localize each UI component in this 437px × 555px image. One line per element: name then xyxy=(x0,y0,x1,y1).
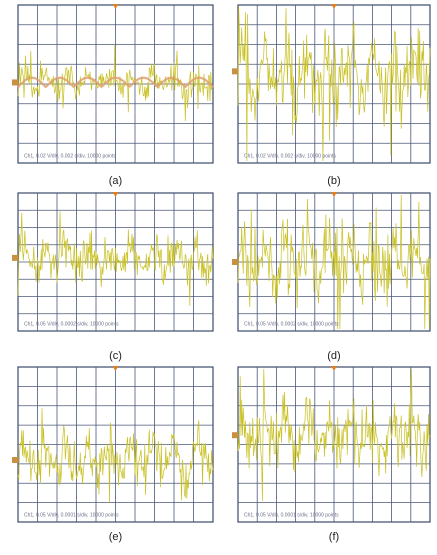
waveform xyxy=(17,408,214,503)
scope-info: Ch1, 0.02 V/div, 0.002 s/div, 10000 poin… xyxy=(244,153,336,159)
panel-caption: (a) xyxy=(109,175,122,187)
scope-info: Ch1, 0.05 V/div, 0.0001 s/div, 10000 poi… xyxy=(24,512,119,518)
trigger-marker xyxy=(112,4,119,9)
scope-info: Ch1, 0.02 V/div, 0.002 s/div, 10000 poin… xyxy=(24,153,116,159)
waveform xyxy=(17,211,214,306)
waveform xyxy=(237,6,431,162)
scope-info: Ch1, 0.05 V/div, 0.0001 s/div, 10000 poi… xyxy=(244,512,339,518)
level-marker xyxy=(232,432,238,439)
level-marker xyxy=(12,79,18,86)
scope-panel: Ch1, 0.02 V/div, 0.002 s/div, 10000 poin… xyxy=(12,4,214,187)
scope-info: Ch1, 0.05 V/div, 0.0002 s/div, 10000 poi… xyxy=(244,321,339,327)
waveform xyxy=(237,368,431,502)
level-marker xyxy=(232,68,238,75)
trigger-marker xyxy=(331,366,337,371)
panel-caption: (f) xyxy=(329,531,339,543)
scope-panel: Ch1, 0.05 V/div, 0.0002 s/div, 10000 poi… xyxy=(232,192,431,362)
panel-caption: (c) xyxy=(109,350,122,362)
scope-panel: Ch1, 0.02 V/div, 0.002 s/div, 10000 poin… xyxy=(232,4,431,187)
filtered-waveform xyxy=(17,76,214,89)
scope-panel: Ch1, 0.05 V/div, 0.0001 s/div, 10000 poi… xyxy=(12,366,214,543)
trigger-marker xyxy=(112,192,119,197)
panel-caption: (d) xyxy=(327,350,340,362)
scope-panel: Ch1, 0.05 V/div, 0.0001 s/div, 10000 poi… xyxy=(232,366,431,543)
scope-panel: Ch1, 0.05 V/div, 0.0002 s/div, 10000 poi… xyxy=(12,192,214,362)
level-marker xyxy=(12,457,18,463)
waveform xyxy=(237,194,431,330)
scope-info: Ch1, 0.05 V/div, 0.0002 s/div, 10000 poi… xyxy=(24,321,119,327)
panel-caption: (e) xyxy=(109,531,122,543)
level-marker xyxy=(12,254,18,261)
trigger-marker xyxy=(331,4,337,9)
trigger-marker xyxy=(112,366,119,371)
panel-caption: (b) xyxy=(327,175,340,187)
trigger-marker xyxy=(331,192,337,197)
level-marker xyxy=(232,259,238,265)
